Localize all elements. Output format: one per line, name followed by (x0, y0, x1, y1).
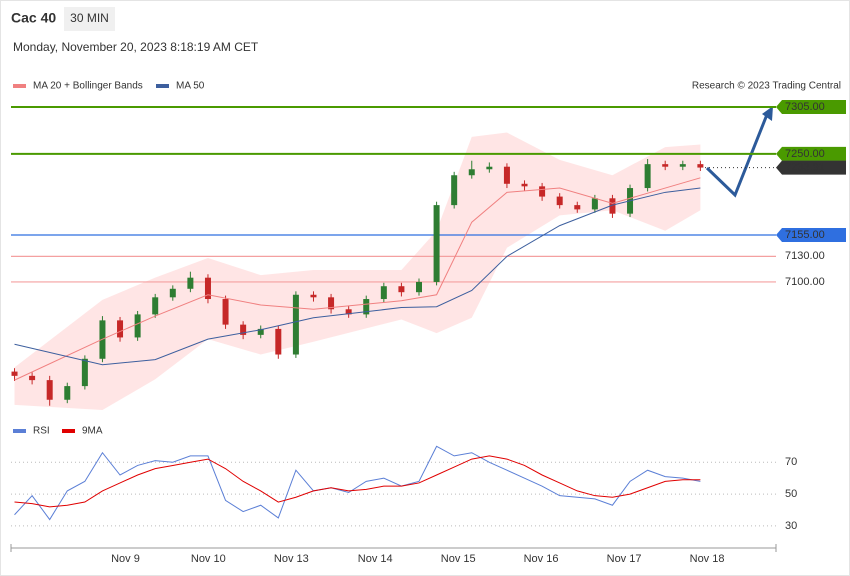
level-label: 7155.00 (785, 229, 825, 241)
candle-body (11, 371, 18, 376)
candle-body (591, 198, 598, 210)
x-tick-label: Nov 16 (524, 553, 559, 565)
legend-swatch (156, 84, 169, 88)
legend-label: MA 50 (176, 81, 205, 92)
candle-body (345, 309, 352, 315)
level-label: 7305.00 (785, 101, 825, 113)
forecast-arrow (705, 111, 770, 198)
x-tick-label: Nov 18 (690, 553, 725, 565)
level-tag (776, 146, 846, 161)
candle-body (679, 164, 686, 167)
candle-body (574, 205, 581, 210)
level-tag (776, 99, 846, 114)
moving-average (14, 177, 701, 381)
candle-body (609, 198, 616, 214)
candle-body (539, 186, 546, 197)
candle-body (292, 294, 299, 355)
indicator-line (14, 455, 701, 508)
y-tick-label: 30 (785, 520, 797, 532)
legend-swatch (62, 429, 75, 433)
candle-body (328, 297, 335, 310)
legend-swatch (13, 429, 26, 433)
candle-body (468, 169, 475, 176)
candle-body (662, 164, 669, 167)
candle-body (81, 358, 88, 387)
level-label: 7100.00 (785, 276, 825, 288)
candle-body (257, 328, 264, 335)
candle-body (363, 299, 370, 315)
credit: Research © 2023 Trading Central (692, 81, 841, 92)
candle-body (64, 386, 71, 400)
candle-body (398, 286, 405, 293)
candle-body (433, 205, 440, 282)
candle-body (503, 166, 510, 184)
candle-body (134, 314, 141, 338)
x-tick-label: Nov 14 (358, 553, 393, 565)
indicator-line (14, 445, 701, 521)
x-tick-label: Nov 9 (111, 553, 140, 565)
candle-body (169, 288, 176, 298)
y-tick-label: 50 (785, 488, 797, 500)
level-label: 7250.00 (785, 148, 825, 160)
level-tag (776, 160, 846, 175)
candle-body (310, 294, 317, 298)
level-tag (776, 228, 846, 242)
candle-body (697, 164, 704, 168)
candle-body (222, 299, 229, 325)
x-tick-label: Nov 15 (441, 553, 476, 565)
candle-body (644, 164, 651, 189)
symbol: Cac 40 (11, 10, 56, 26)
candle-body (451, 175, 458, 206)
candle-body (29, 375, 36, 381)
datetime: Monday, November 20, 2023 8:18:19 AM CET (13, 40, 259, 54)
x-tick-label: Nov 17 (607, 553, 642, 565)
candle-body (240, 324, 247, 335)
candle-body (204, 277, 211, 300)
candle-body (556, 196, 563, 206)
legend-label: MA 20 + Bollinger Bands (33, 81, 143, 92)
legend-label: RSI (33, 426, 50, 437)
bollinger-band (14, 132, 701, 410)
candle-body (275, 328, 282, 355)
legend-label: 9MA (82, 426, 103, 437)
candle-body (187, 277, 194, 289)
y-tick-label: 70 (785, 456, 797, 468)
level-label: 7130.00 (785, 250, 825, 262)
candle-body (117, 320, 124, 338)
candle-body (416, 281, 422, 293)
x-tick-label: Nov 10 (191, 553, 226, 565)
arrow-head (762, 106, 773, 121)
level-label: 7233.91 (785, 162, 825, 174)
moving-average (14, 187, 701, 366)
legend-swatch (13, 84, 26, 88)
candle-body (521, 183, 528, 187)
interval-box[interactable] (64, 7, 115, 31)
candle-body (380, 286, 387, 300)
interval[interactable]: 30 MIN (70, 11, 109, 25)
candle-body (152, 297, 159, 315)
candle-body (486, 166, 493, 170)
candle-body (46, 380, 53, 400)
x-tick-label: Nov 13 (274, 553, 309, 565)
